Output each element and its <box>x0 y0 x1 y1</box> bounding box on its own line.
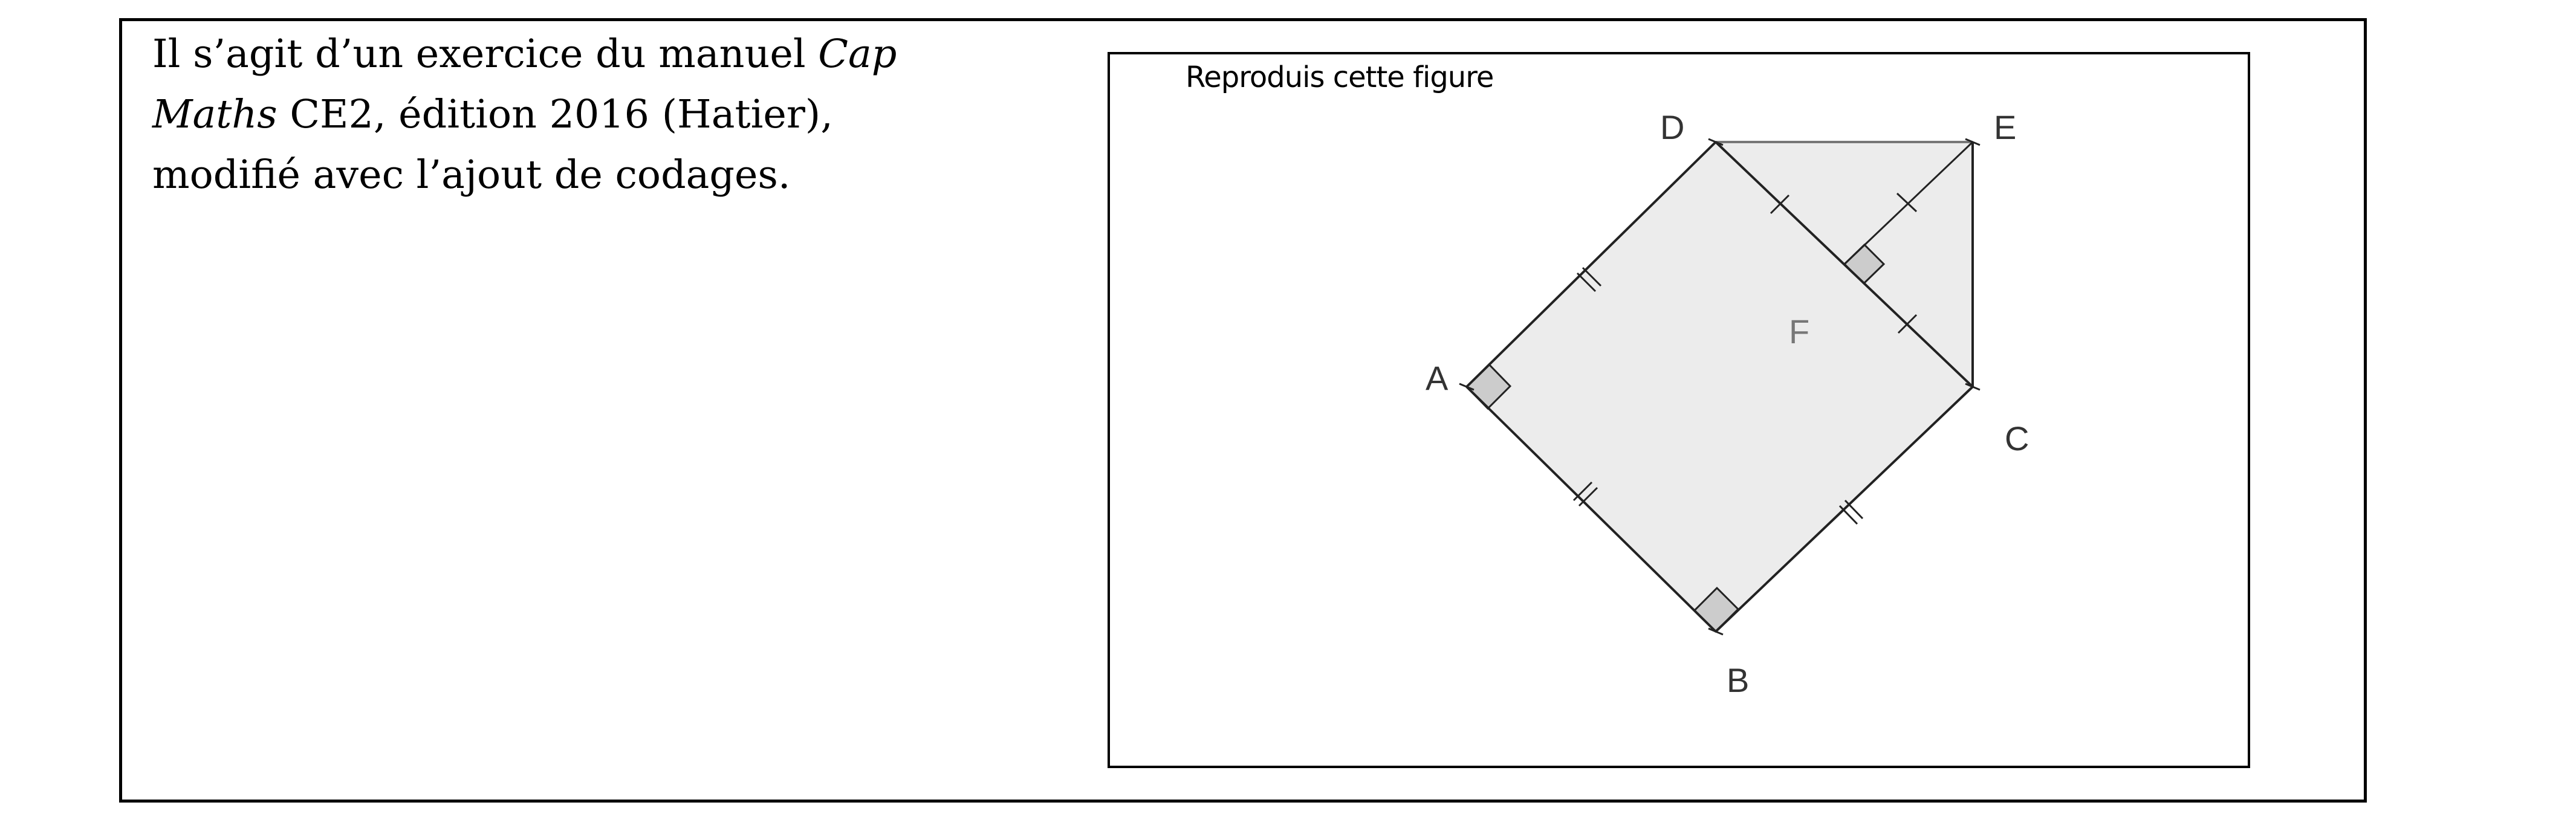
segment-cd <box>1715 141 1974 388</box>
label-point-b: B <box>1727 661 1749 699</box>
description-line-1-text: Il s’agit d’un exercice du manuel <box>152 31 819 77</box>
description-line-1: Il s’agit d’un exercice du manuel Cap <box>152 24 1059 85</box>
figure-instruction: Reproduis cette figure <box>1186 60 1494 94</box>
label-point-c: C <box>2005 419 2029 457</box>
geometry-figure: A B C D E F <box>1426 108 2029 699</box>
tick-marks-bc <box>1838 499 1864 525</box>
tick-marks-da <box>1576 267 1602 292</box>
segment-ab <box>1465 386 1717 633</box>
tick-mark-fc <box>1897 314 1918 334</box>
tick-mark-ef <box>1896 192 1918 213</box>
label-point-d: D <box>1660 108 1684 146</box>
description-line-2-text: CE2, édition 2016 (Hatier), <box>277 92 833 137</box>
exercise-description: Il s’agit d’un exercice du manuel Cap Ma… <box>152 24 1059 205</box>
tick-marks-ab <box>1572 481 1598 507</box>
geometry-figure-frame: Reproduis cette figure <box>1108 52 2250 768</box>
exercise-table-cell: Il s’agit d’un exercice du manuel Cap Ma… <box>119 18 2367 803</box>
label-point-a: A <box>1426 359 1449 397</box>
description-line-2: Maths CE2, édition 2016 (Hatier), <box>152 85 1059 145</box>
tick-mark-df <box>1770 194 1790 215</box>
description-line-3-text: modifié avec l’ajout de codages. <box>152 152 791 198</box>
book-title-part-1: Cap <box>818 31 897 77</box>
vertex-markers <box>1459 138 1981 636</box>
description-line-3: modifié avec l’ajout de codages. <box>152 145 1059 205</box>
segment-bc <box>1715 386 1974 633</box>
book-title-part-2: Maths <box>152 92 277 137</box>
label-point-f: F <box>1789 312 1809 351</box>
label-point-e: E <box>1994 108 2016 146</box>
segment-da <box>1465 141 1717 388</box>
square-abcd-fill <box>1467 142 1973 632</box>
